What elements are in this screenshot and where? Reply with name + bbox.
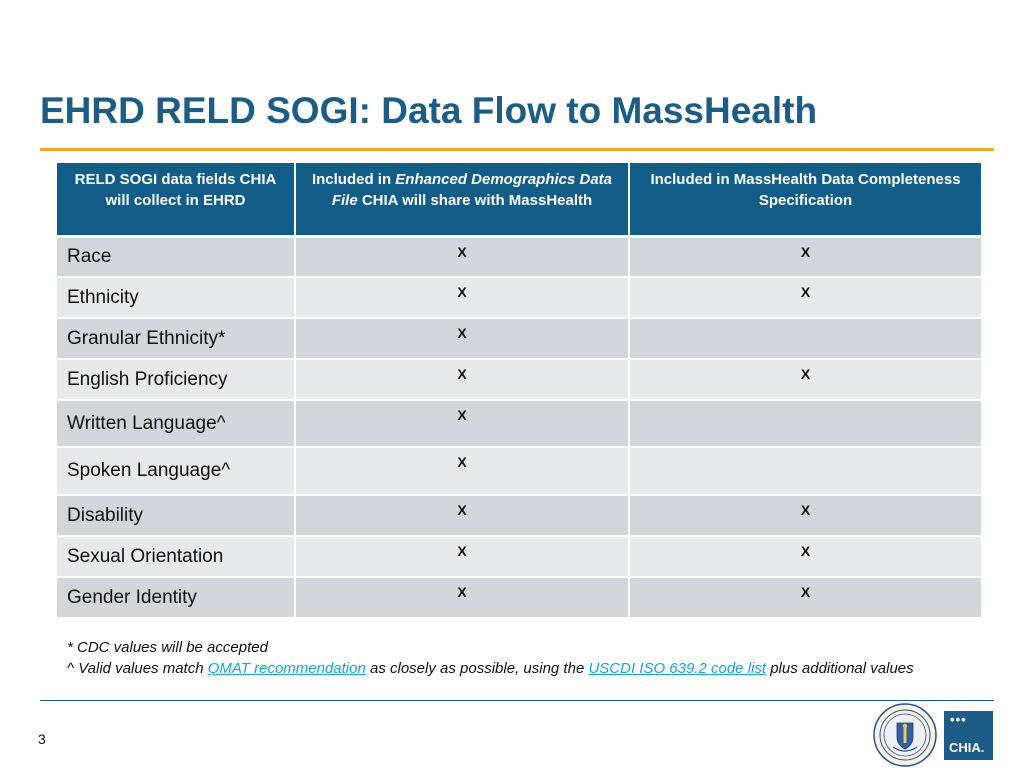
table-row: Sexual Orientation X X bbox=[57, 536, 981, 578]
masshealth-mark: X bbox=[629, 577, 981, 619]
masshealth-mark bbox=[629, 318, 981, 360]
enhanced-mark: X bbox=[295, 447, 630, 496]
chia-logo-dots: ••• bbox=[950, 712, 967, 727]
enhanced-mark: X bbox=[295, 577, 630, 619]
data-flow-table: RELD SOGI data fields CHIA will collect … bbox=[57, 163, 981, 619]
table-row: Granular Ethnicity* X bbox=[57, 318, 981, 360]
field-name: Gender Identity bbox=[57, 577, 296, 619]
field-name: Sexual Orientation bbox=[57, 536, 296, 578]
page-title: EHRD RELD SOGI: Data Flow to MassHealth bbox=[40, 90, 818, 131]
footer-divider bbox=[40, 700, 994, 701]
field-name: Disability bbox=[57, 495, 296, 537]
field-name: Spoken Language^ bbox=[57, 447, 296, 496]
header-enhanced-demographics: Included in Enhanced Demographics Data F… bbox=[295, 163, 630, 238]
table-header-row: RELD SOGI data fields CHIA will collect … bbox=[57, 163, 981, 238]
masshealth-mark bbox=[629, 400, 981, 448]
table-row: Ethnicity X X bbox=[57, 277, 981, 319]
footnote-cdc: * CDC values will be accepted bbox=[67, 639, 268, 656]
enhanced-mark: X bbox=[295, 277, 630, 319]
uscdi-code-list-link[interactable]: USCDI ISO 639.2 code list bbox=[588, 659, 767, 677]
table-row: English Proficiency X X bbox=[57, 359, 981, 401]
masshealth-mark: X bbox=[629, 236, 981, 278]
enhanced-mark: X bbox=[295, 400, 630, 448]
table-row: Written Language^ X bbox=[57, 400, 981, 448]
enhanced-mark: X bbox=[295, 359, 630, 401]
table-row: Disability X X bbox=[57, 495, 981, 537]
masshealth-mark: X bbox=[629, 277, 981, 319]
chia-logo-wordmark: CHIA. bbox=[949, 740, 985, 755]
table-row: Gender Identity X X bbox=[57, 577, 981, 619]
field-name: Race bbox=[57, 236, 296, 278]
field-name: Written Language^ bbox=[57, 400, 296, 448]
enhanced-mark: X bbox=[295, 318, 630, 360]
masshealth-mark: X bbox=[629, 359, 981, 401]
chia-logo: ••• CHIA. bbox=[944, 711, 993, 760]
massachusetts-seal-icon bbox=[873, 703, 937, 767]
footnote-valid-values: ^ Valid values match QMAT recommendation… bbox=[67, 659, 914, 677]
header-masshealth-completeness: Included in MassHealth Data Completeness… bbox=[629, 163, 981, 238]
enhanced-mark: X bbox=[295, 536, 630, 578]
field-name: English Proficiency bbox=[57, 359, 296, 401]
masshealth-mark: X bbox=[629, 495, 981, 537]
field-name: Ethnicity bbox=[57, 277, 296, 319]
table-row: Race X X bbox=[57, 236, 981, 278]
masshealth-mark bbox=[629, 447, 981, 496]
header-reld-sogi-fields: RELD SOGI data fields CHIA will collect … bbox=[57, 163, 296, 238]
enhanced-mark: X bbox=[295, 236, 630, 278]
page-number: 3 bbox=[38, 731, 46, 747]
field-name: Granular Ethnicity* bbox=[57, 318, 296, 360]
enhanced-mark: X bbox=[295, 495, 630, 537]
masshealth-mark: X bbox=[629, 536, 981, 578]
title-divider bbox=[40, 148, 994, 151]
table-row: Spoken Language^ X bbox=[57, 447, 981, 496]
qmat-recommendation-link[interactable]: QMAT recommendation bbox=[207, 659, 366, 677]
